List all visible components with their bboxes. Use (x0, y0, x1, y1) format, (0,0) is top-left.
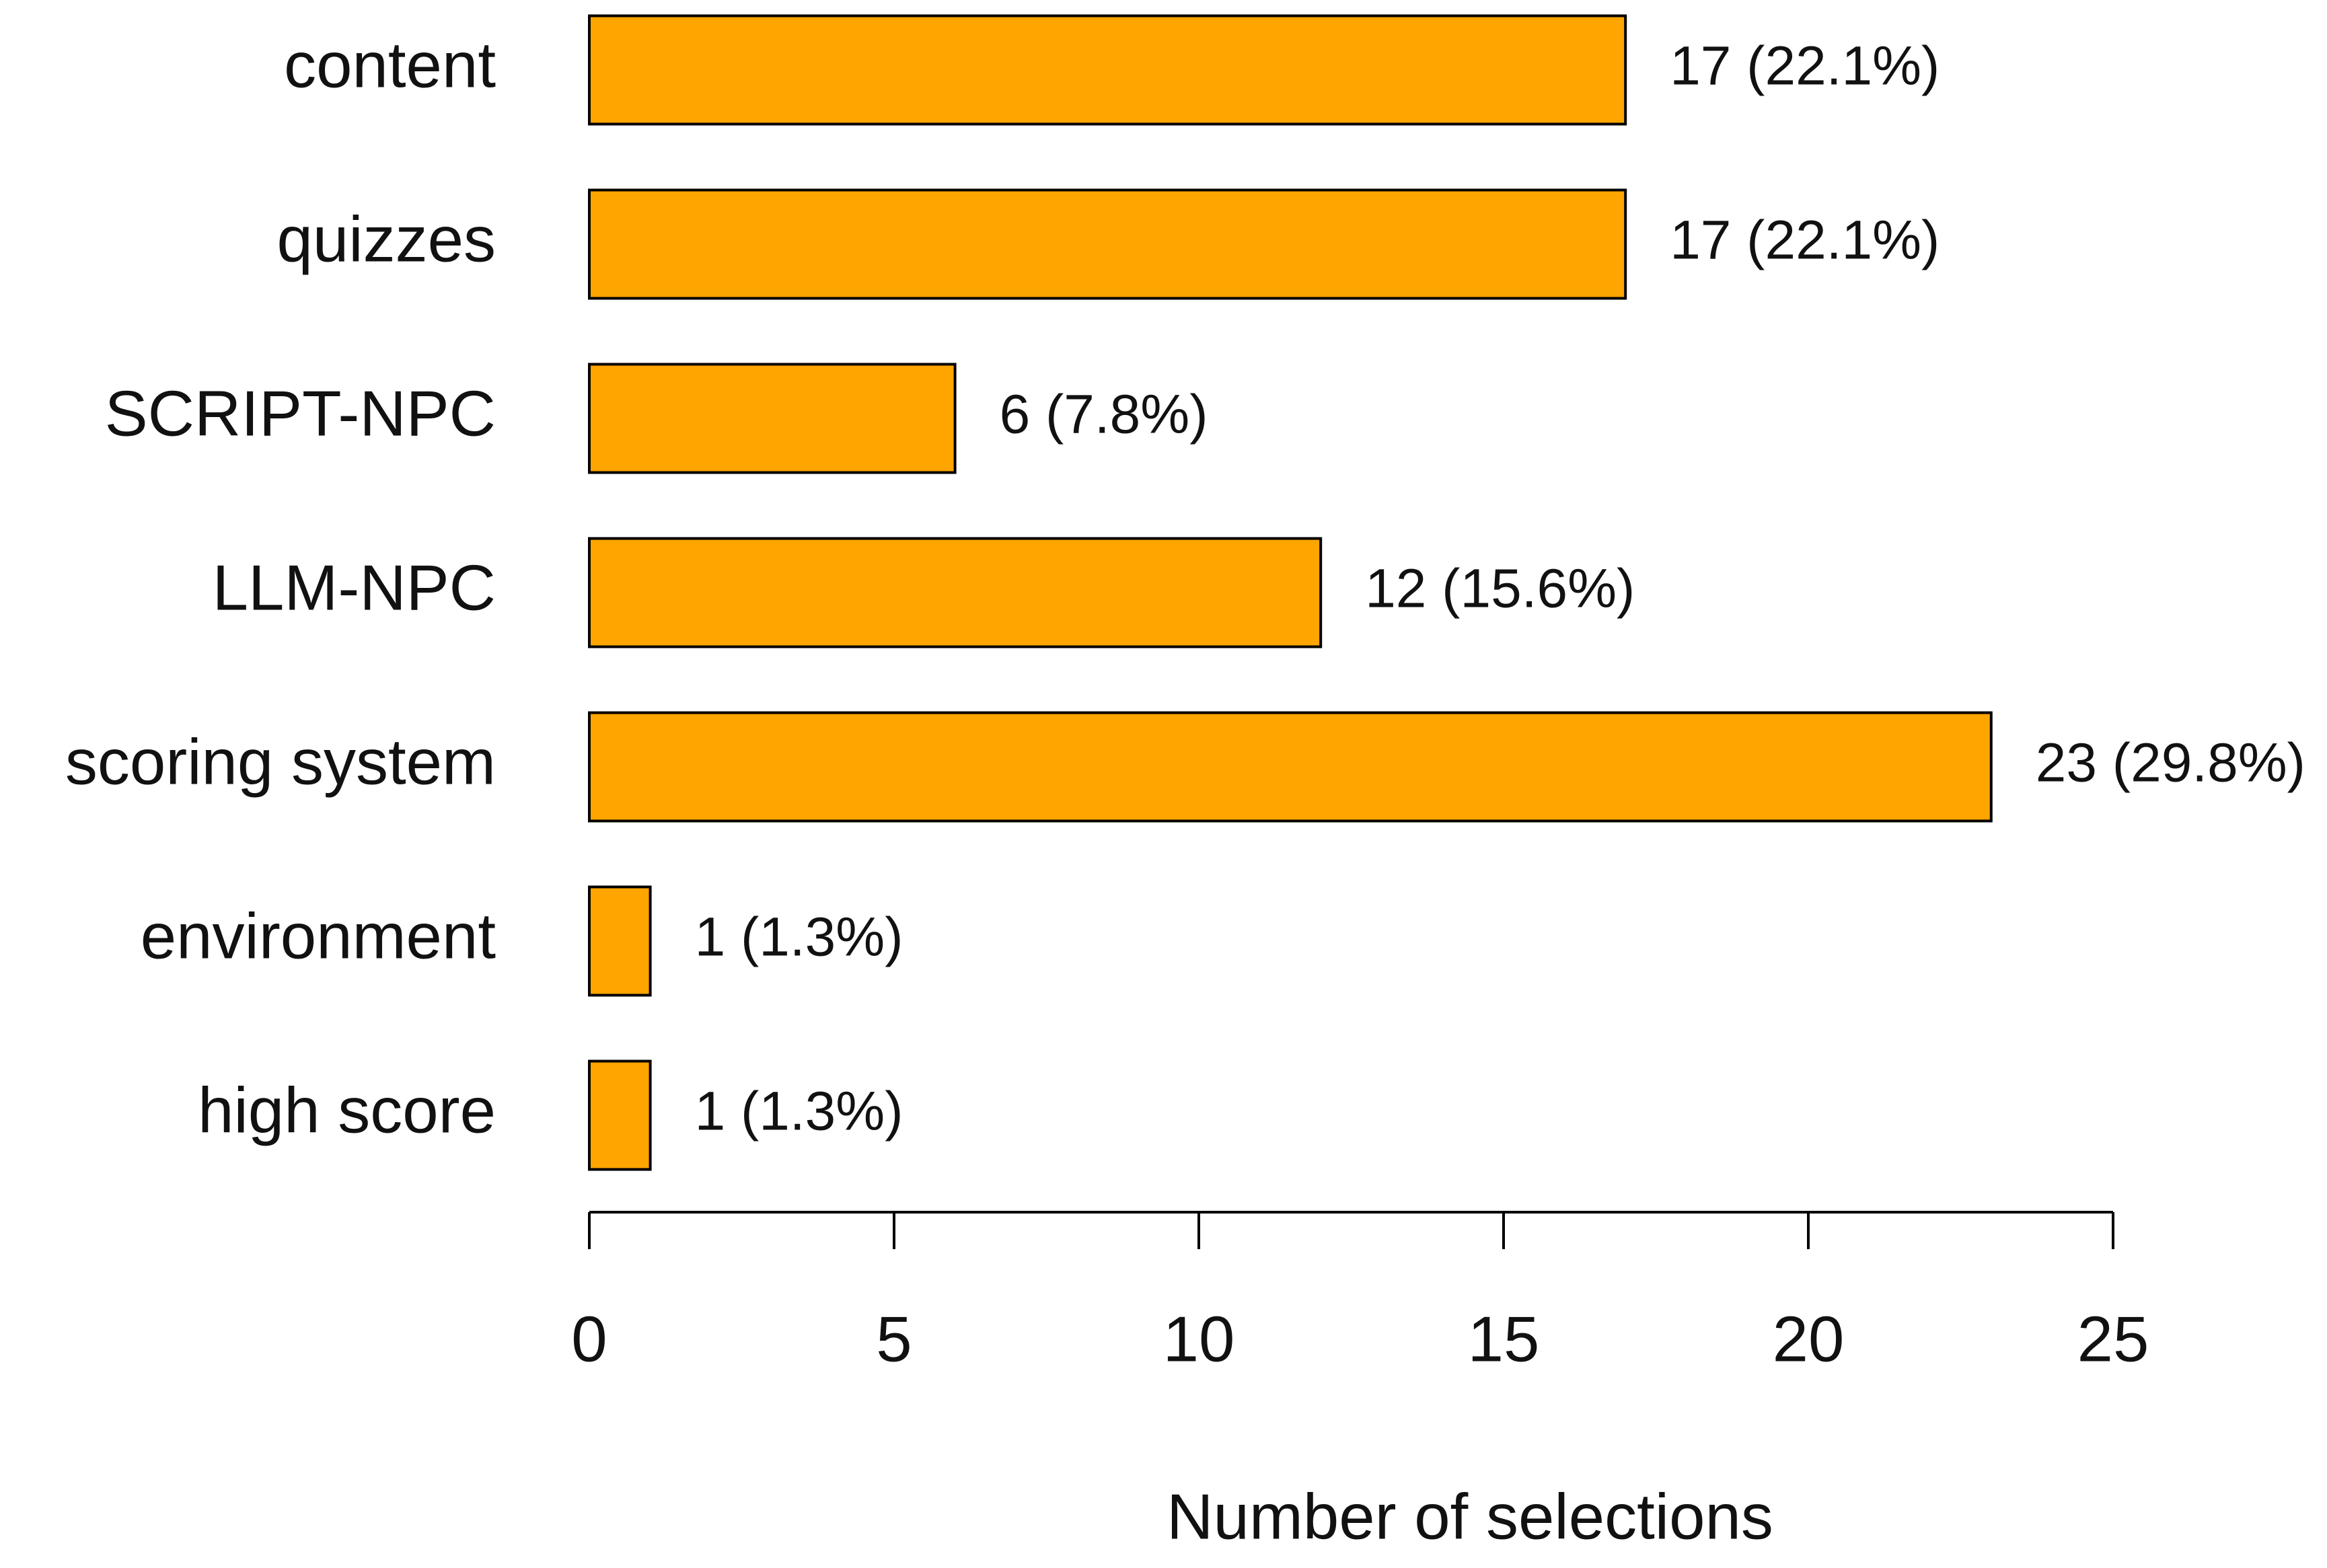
x-tick-label: 5 (876, 1303, 912, 1375)
value-label: 12 (15.6%) (1365, 558, 1635, 620)
bar (588, 14, 1627, 126)
value-label: 1 (1.3%) (695, 1081, 903, 1142)
x-tick-label: 20 (1773, 1303, 1845, 1375)
y-tick-label: content (284, 29, 496, 101)
x-axis-title: Number of selections (1167, 1481, 1773, 1553)
y-tick-label: LLM-NPC (213, 552, 496, 624)
bar (588, 537, 1323, 648)
x-tick-label: 0 (571, 1303, 607, 1375)
bar (588, 1059, 652, 1171)
value-label: 23 (29.8%) (2036, 733, 2305, 794)
x-tick-label: 15 (1468, 1303, 1540, 1375)
bar (588, 885, 652, 997)
bar (588, 711, 1993, 823)
x-tick-label: 25 (2077, 1303, 2149, 1375)
value-label: 17 (22.1%) (1670, 36, 1940, 97)
bar (588, 363, 957, 474)
bar (588, 188, 1627, 300)
y-tick-label: SCRIPT-NPC (105, 377, 496, 449)
y-tick-label: scoring system (65, 726, 496, 798)
value-label: 6 (7.8%) (1000, 384, 1208, 445)
y-tick-label: environment (141, 900, 496, 972)
y-tick-label: high score (198, 1074, 496, 1146)
value-label: 17 (22.1%) (1670, 210, 1940, 271)
y-tick-label: quizzes (277, 203, 496, 275)
value-label: 1 (1.3%) (695, 907, 903, 968)
x-tick-label: 10 (1163, 1303, 1235, 1375)
